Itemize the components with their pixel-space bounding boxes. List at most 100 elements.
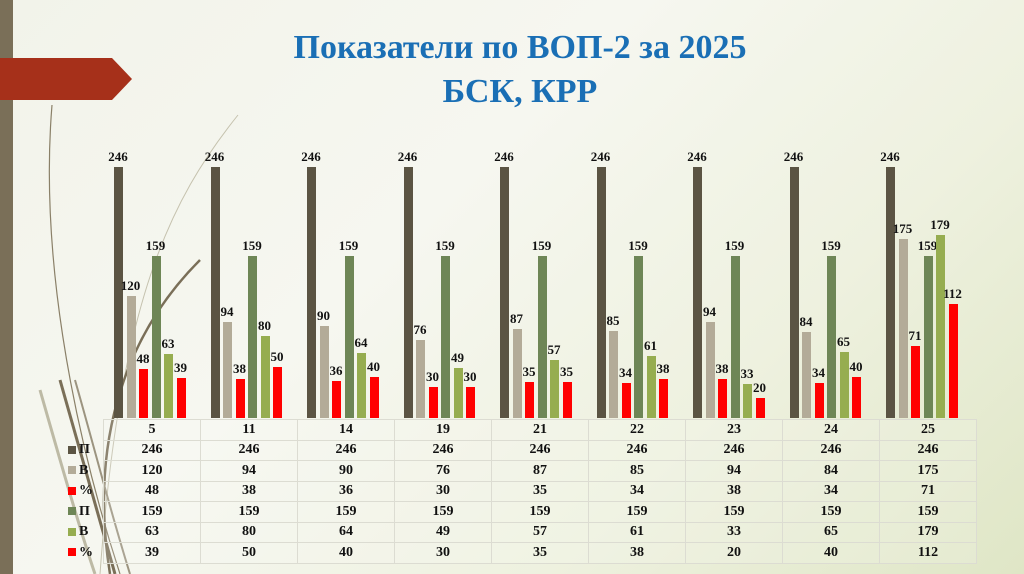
bar xyxy=(332,381,341,418)
bar-value-label: 38 xyxy=(233,361,246,377)
bar-value-label: 35 xyxy=(522,364,536,380)
legend-item: % xyxy=(68,481,93,501)
bar-value-label: 246 xyxy=(783,149,804,164)
bar xyxy=(898,239,908,418)
legend-item: В xyxy=(68,522,88,542)
bar xyxy=(428,387,438,418)
bar-value-label: 61 xyxy=(644,337,657,353)
value-cell: 65 xyxy=(782,521,880,543)
title-line-2: БСК, КРР xyxy=(442,73,598,110)
bar xyxy=(114,167,123,418)
bar-value-label: 40 xyxy=(849,359,863,375)
bar xyxy=(621,383,631,418)
bar xyxy=(500,167,509,418)
bar xyxy=(223,322,232,418)
legend-label: % xyxy=(79,544,93,560)
bar xyxy=(814,383,824,418)
bar-value-label: 159 xyxy=(628,237,648,253)
bar xyxy=(176,378,186,418)
bar-value-label: 120 xyxy=(120,277,141,293)
value-cell: 38 xyxy=(200,480,298,502)
value-cell: 30 xyxy=(394,542,492,564)
value-cell: 57 xyxy=(491,521,589,543)
bar-value-label: 48 xyxy=(136,351,150,367)
value-cell: 80 xyxy=(200,521,298,543)
table-row: 63 80 64 49 57 61 33 65 179 xyxy=(103,521,977,543)
category-cell: 25 xyxy=(879,419,977,441)
bar-value-label: 50 xyxy=(270,348,284,364)
value-cell: 76 xyxy=(394,460,492,482)
value-cell: 34 xyxy=(782,480,880,502)
bar-value-label: 90 xyxy=(317,308,330,324)
legend-swatch-icon xyxy=(68,486,76,495)
legend-label: В xyxy=(79,524,89,539)
bar xyxy=(923,255,933,418)
bar-value-label: 179 xyxy=(930,217,950,233)
bar-value-label: 65 xyxy=(837,333,850,349)
bar xyxy=(357,352,366,418)
bar xyxy=(827,255,836,418)
bar-value-label: 35 xyxy=(560,364,573,380)
bar xyxy=(260,336,270,418)
bar-value-label: 159 xyxy=(821,237,841,253)
table-row: 48 38 36 30 35 34 38 34 71 xyxy=(103,480,977,502)
slide-title: Показатели по ВОП-2 за 2025 БСК, КРР xyxy=(200,26,840,114)
bar-value-label: 34 xyxy=(619,365,632,381)
bar xyxy=(441,255,450,418)
value-cell: 87 xyxy=(491,460,589,482)
value-cell: 20 xyxy=(685,542,783,564)
bar xyxy=(886,167,895,418)
bar xyxy=(948,303,958,418)
bar xyxy=(453,368,463,418)
bar xyxy=(596,167,606,418)
bar xyxy=(164,353,173,418)
bar xyxy=(466,387,475,418)
legend-item: П xyxy=(68,502,90,522)
value-cell: 85 xyxy=(588,460,686,482)
value-cell: 120 xyxy=(103,460,201,482)
value-cell: 94 xyxy=(685,460,783,482)
bar xyxy=(609,331,618,418)
bar xyxy=(562,382,572,418)
bar-value-label: 246 xyxy=(397,149,418,164)
bar-value-label: 33 xyxy=(740,366,754,382)
bar xyxy=(789,167,799,418)
value-cell: 40 xyxy=(782,542,880,564)
bar-value-label: 175 xyxy=(892,221,913,237)
bar-value-label: 30 xyxy=(463,369,477,385)
bar xyxy=(718,379,727,418)
value-cell: 246 xyxy=(394,439,492,461)
bar xyxy=(512,329,522,418)
value-cell: 35 xyxy=(491,480,589,502)
bar-value-label: 76 xyxy=(413,322,427,338)
value-cell: 61 xyxy=(588,521,686,543)
category-cell: 14 xyxy=(297,419,395,441)
bar-value-label: 159 xyxy=(338,237,359,253)
legend-swatch-icon xyxy=(68,466,76,475)
value-cell: 84 xyxy=(782,460,880,482)
category-cell: 5 xyxy=(103,419,201,441)
bar xyxy=(705,322,715,418)
table-row: 120 94 90 76 87 85 94 84 175 xyxy=(103,460,977,482)
bar xyxy=(403,167,413,418)
value-cell: 179 xyxy=(879,521,977,543)
value-cell: 246 xyxy=(782,439,880,461)
bar-value-label: 71 xyxy=(908,327,922,343)
bar xyxy=(416,340,425,418)
bar xyxy=(802,332,811,418)
value-cell: 90 xyxy=(297,460,395,482)
value-cell: 94 xyxy=(200,460,298,482)
bar-value-label: 159 xyxy=(435,237,455,253)
value-cell: 246 xyxy=(588,439,686,461)
bar-value-label: 246 xyxy=(687,149,707,164)
bar-value-label: 64 xyxy=(354,334,368,350)
bar xyxy=(550,359,559,418)
bar-value-label: 159 xyxy=(242,237,262,253)
bar-value-label: 85 xyxy=(606,313,620,329)
category-cell: 24 xyxy=(782,419,880,441)
category-cell: 19 xyxy=(394,419,492,441)
category-cell: 11 xyxy=(200,419,298,441)
category-cell: 23 xyxy=(685,419,783,441)
bar-value-label: 87 xyxy=(510,311,523,327)
